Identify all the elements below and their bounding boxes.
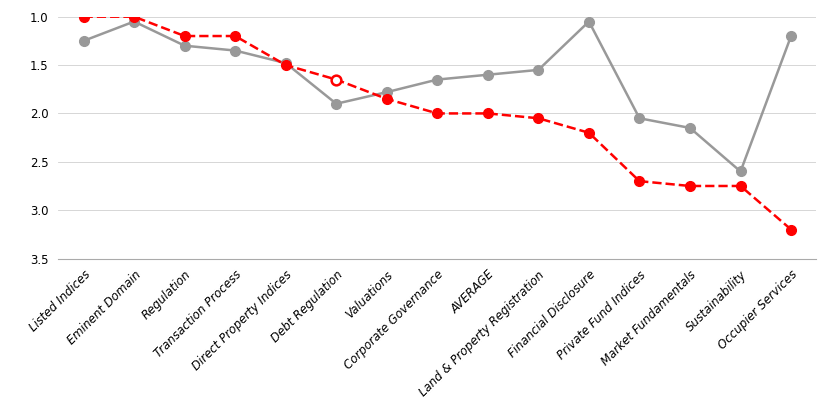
Legend: Japan, Highly Transparent Markets: Japan, Highly Transparent Markets [282, 415, 592, 417]
